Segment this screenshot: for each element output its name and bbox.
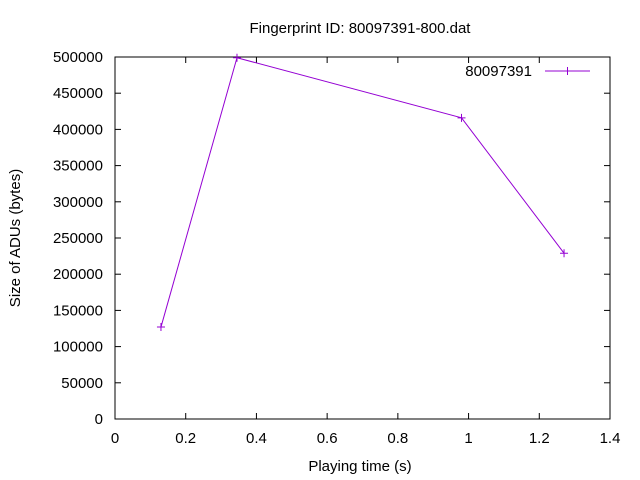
legend: 80097391 (465, 63, 590, 80)
x-tick-label: 0.8 (387, 430, 408, 447)
y-tick-label: 300000 (53, 194, 103, 211)
x-tick-label: 1.4 (600, 430, 621, 447)
y-tick-label: 400000 (53, 121, 103, 138)
y-tick-label: 500000 (53, 49, 103, 66)
y-tick-label: 0 (95, 411, 103, 428)
y-axis: 0 50000 100000 150000 200000 250000 300000 3500… (53, 49, 610, 428)
data-point (156, 323, 165, 332)
y-tick-label: 100000 (53, 339, 103, 356)
x-tick-label: 0 (111, 430, 119, 447)
y-tick-label: 450000 (53, 85, 103, 102)
x-tick-label: 1.2 (529, 430, 550, 447)
y-tick-label: 200000 (53, 266, 103, 283)
x-tick-label: 1 (464, 430, 472, 447)
x-tick-label: 0.4 (246, 430, 267, 447)
x-tick-label: 0.2 (175, 430, 196, 447)
x-axis-label: Playing time (s) (308, 458, 411, 475)
series-line (160, 57, 565, 328)
data-point (457, 113, 466, 122)
plot-frame (114, 56, 611, 420)
chart-title: Fingerprint ID: 80097391-800.dat (250, 20, 472, 37)
data-point (560, 249, 569, 258)
data-point (232, 53, 241, 62)
legend-label: 80097391 (465, 63, 532, 80)
y-tick-label: 50000 (61, 375, 103, 392)
y-tick-label: 350000 (53, 158, 103, 175)
legend-marker (563, 67, 572, 75)
series-layer (156, 53, 569, 332)
y-axis-label: Size of ADUs (bytes) (7, 169, 24, 307)
y-tick-label: 250000 (53, 230, 103, 247)
y-tick-label: 150000 (53, 302, 103, 319)
x-axis: 0 0.2 0.4 0.6 0.8 1 1.2 1.4 (111, 57, 621, 447)
x-tick-label: 0.6 (317, 430, 338, 447)
